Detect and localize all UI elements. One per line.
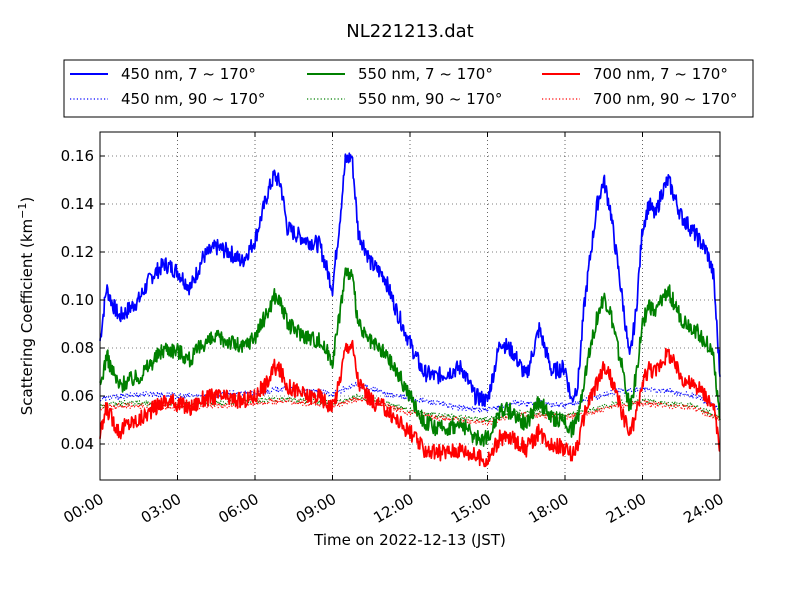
y-axis-label: Scattering Coefficient (km−1)	[16, 197, 36, 416]
x-axis-label: Time on 2022-12-13 (JST)	[313, 531, 506, 549]
x-tick-label: 00:00	[60, 490, 106, 527]
y-tick-label: 0.10	[61, 291, 94, 309]
series-line	[99, 267, 721, 447]
x-tick-label: 24:00	[680, 490, 726, 527]
legend-label: 450 nm, 7 ~ 170°	[121, 65, 256, 83]
x-tick-label: 15:00	[448, 490, 494, 527]
y-axis-label-main: Scattering Coefficient (km	[18, 219, 36, 415]
legend-label: 700 nm, 7 ~ 170°	[593, 65, 728, 83]
y-tick-label: 0.12	[61, 243, 94, 261]
x-tick-label: 18:00	[525, 490, 571, 527]
legend-label: 700 nm, 90 ~ 170°	[593, 90, 737, 108]
x-tick-label: 06:00	[215, 490, 261, 527]
x-tick-label: 21:00	[603, 490, 649, 527]
plot-area	[100, 132, 720, 480]
y-tick-label: 0.06	[61, 387, 94, 405]
x-tick-label: 03:00	[138, 490, 184, 527]
y-axis-label-exponent: −1	[16, 203, 29, 219]
y-tick-label: 0.16	[61, 147, 94, 165]
y-tick-label: 0.14	[61, 195, 94, 213]
x-tick-label: 12:00	[370, 490, 416, 527]
legend-label: 550 nm, 7 ~ 170°	[358, 65, 493, 83]
y-tick-label: 0.08	[61, 339, 94, 357]
series-line	[99, 152, 721, 408]
legend: 450 nm, 7 ~ 170° 450 nm, 90 ~ 170° 550 nm,…	[63, 59, 754, 118]
chart-title: NL221213.dat	[346, 21, 473, 42]
y-tick-label: 0.04	[61, 435, 94, 453]
series-lines	[99, 152, 721, 468]
x-tick-label: 09:00	[293, 490, 339, 527]
legend-label: 450 nm, 90 ~ 170°	[121, 90, 265, 108]
legend-box	[63, 59, 754, 118]
y-axis-label-close: )	[18, 197, 36, 203]
series-line	[99, 339, 721, 468]
legend-label: 550 nm, 90 ~ 170°	[358, 90, 502, 108]
